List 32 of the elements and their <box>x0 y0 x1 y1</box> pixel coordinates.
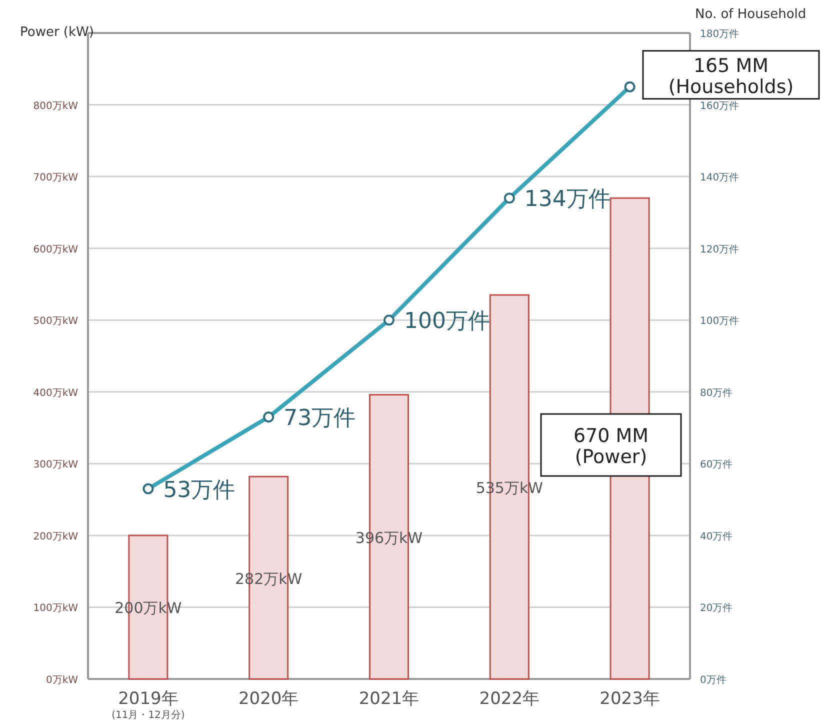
y-tick-label: 400万kW <box>33 388 78 399</box>
y-tick-label: 200万kW <box>33 531 78 542</box>
y-tick-label: 600万kW <box>33 244 78 256</box>
y2-tick-label: 80万件 <box>700 388 733 399</box>
y2-tick-label: 0万件 <box>700 675 726 686</box>
y2-tick-label: 120万件 <box>700 244 740 256</box>
y-tick-label: 700万kW <box>33 172 78 184</box>
data-label: 134万件 <box>524 187 610 212</box>
y-tick-label: 800万kW <box>33 100 78 112</box>
data-label: 100万件 <box>404 309 490 334</box>
x-tick-label: 2022年 <box>479 689 540 709</box>
y2-tick-label: 60万件 <box>700 460 733 471</box>
y2-tick-label: 40万件 <box>700 531 733 542</box>
data-label: 53万件 <box>163 478 236 503</box>
y2-tick-label: 20万件 <box>700 603 733 614</box>
y2-tick-label: 140万件 <box>700 172 740 184</box>
y2-axis-title: No. of Household <box>695 7 806 22</box>
data-label: 73万件 <box>284 406 356 432</box>
x-tick-label: 2023年 <box>600 689 660 709</box>
annotation: 670 MM (Power) <box>573 425 649 468</box>
y-tick-label: 100万kW <box>33 603 78 614</box>
x-tick-label: 2021年 <box>358 689 420 709</box>
x-tick-label: 2020年 <box>238 689 299 709</box>
y-tick-label: 500万kW <box>33 316 78 328</box>
y2-tick-label: 160万件 <box>700 100 740 112</box>
y-tick-label: 300万kW <box>33 460 78 471</box>
y2-tick-label: 180万件 <box>700 29 740 40</box>
y-tick-label: 0万kW <box>46 675 78 686</box>
y2-tick-label: 100万件 <box>700 316 740 328</box>
annotation: 165 MM (Households) <box>668 54 794 98</box>
y-axis-title: Power (kW) <box>20 25 94 40</box>
x-tick-label: 2019年 (11月・12月分) <box>112 689 185 721</box>
